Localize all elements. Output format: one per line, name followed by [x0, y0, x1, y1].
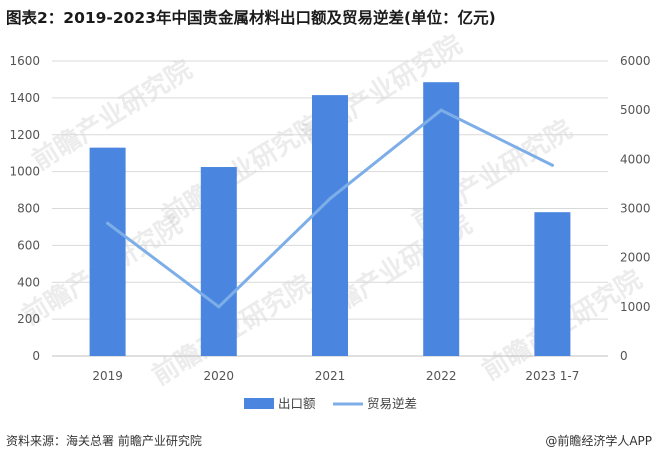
y-left-tick-label: 1000	[9, 165, 40, 179]
y-right-tick-label: 0	[620, 349, 628, 363]
y-left-tick-label: 0	[32, 349, 40, 363]
y-left-tick-label: 400	[17, 275, 40, 289]
x-tick-label: 2019	[92, 369, 123, 383]
bar	[89, 147, 126, 356]
y-right-tick-label: 2000	[620, 251, 651, 265]
line-point	[439, 108, 443, 112]
x-tick-label: 2020	[204, 369, 235, 383]
line-point	[217, 305, 221, 309]
legend-label: 出口额	[278, 396, 316, 411]
y-right-tick-label: 6000	[620, 54, 651, 68]
x-tick-label: 2023 1-7	[525, 369, 579, 383]
chart-title: 图表2：2019-2023年中国贵金属材料出口额及贸易逆差(单位：亿元)	[6, 9, 496, 27]
x-tick-label: 2022	[426, 369, 457, 383]
y-right-tick-label: 1000	[620, 300, 651, 314]
y-left-tick-label: 600	[17, 238, 40, 252]
y-right-tick-label: 4000	[620, 152, 651, 166]
line-point	[106, 221, 110, 225]
y-left-tick-label: 1600	[9, 54, 40, 68]
bar	[200, 167, 237, 356]
y-right-tick-label: 5000	[620, 103, 651, 117]
y-right-tick-label: 3000	[620, 202, 651, 216]
legend-label: 贸易逆差	[367, 396, 417, 411]
source-note: 资料来源：海关总署 前瞻产业研究院	[6, 434, 202, 448]
x-tick-label: 2021	[315, 369, 346, 383]
bar	[534, 212, 571, 356]
brand-credit: @前瞻经济学人APP	[545, 434, 652, 448]
line-point	[550, 163, 554, 167]
y-left-tick-label: 1200	[9, 128, 40, 142]
bar	[312, 95, 348, 356]
legend-swatch-bar	[244, 398, 274, 409]
y-left-tick-label: 200	[17, 312, 40, 326]
y-left-tick-label: 1400	[9, 91, 40, 105]
y-left-tick-label: 800	[17, 202, 40, 216]
bar	[423, 82, 460, 356]
line-point	[328, 197, 332, 201]
